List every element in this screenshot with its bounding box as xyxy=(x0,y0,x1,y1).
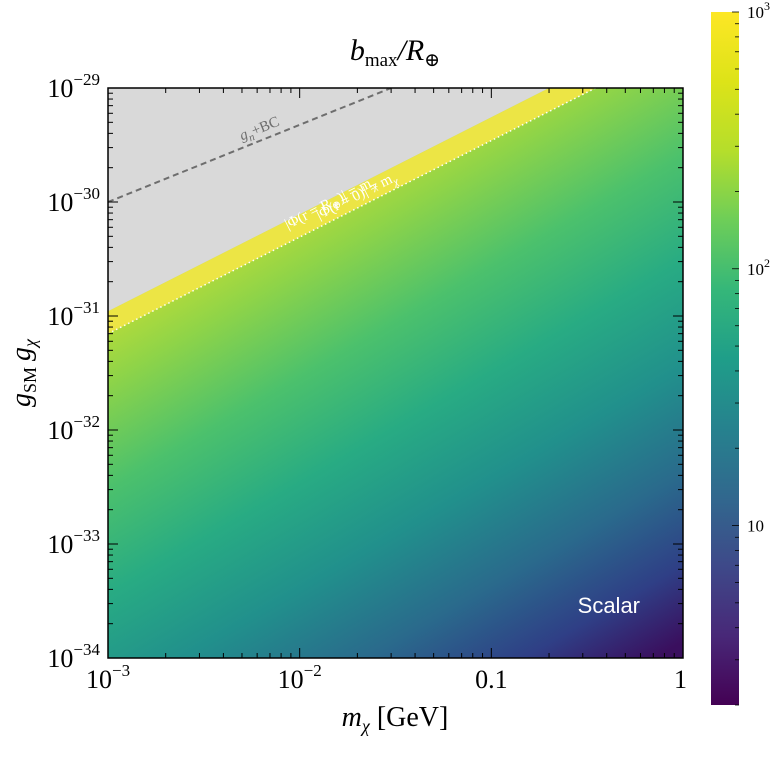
gn-bc-dashed-line xyxy=(108,88,392,203)
colorbar-ticks: 10 102 103 xyxy=(732,0,770,706)
scalar-annotation: Scalar xyxy=(578,593,640,618)
phi-r0-dotted-line xyxy=(108,88,596,335)
excluded-region xyxy=(108,88,550,312)
chart-title: bmax/R⊕ xyxy=(350,34,440,71)
x-tick-label: 10−2 xyxy=(278,661,322,694)
y-tick-label: 10−34 xyxy=(47,640,100,673)
colorbar xyxy=(711,12,739,705)
y-tick-label: 10−29 xyxy=(47,70,100,103)
plot-frame xyxy=(107,87,684,659)
colorbar-tick-label: 10 xyxy=(747,517,764,536)
colorbar-tick-label: 103 xyxy=(747,0,770,22)
y-tick-label: 10−33 xyxy=(47,526,100,559)
x-axis-label: mχ [GeV] xyxy=(342,702,449,736)
y-tick-label: 10−30 xyxy=(47,184,100,217)
colorbar-tick-label: 102 xyxy=(747,256,770,279)
x-tick-label: 10−3 xyxy=(86,661,130,694)
y-axis-label: gSMgχ xyxy=(6,338,40,407)
y-tick-labels: 10−29 10−30 10−31 10−32 10−33 10−34 xyxy=(47,70,100,673)
x-tick-labels: 10−3 10−2 0.1 1 xyxy=(86,661,687,694)
plot-area xyxy=(108,88,683,658)
x-tick-label: 0.1 xyxy=(475,665,508,694)
y-tick-label: 10−32 xyxy=(47,412,100,445)
y-tick-label: 10−31 xyxy=(47,298,100,331)
x-tick-label: 1 xyxy=(674,665,687,694)
